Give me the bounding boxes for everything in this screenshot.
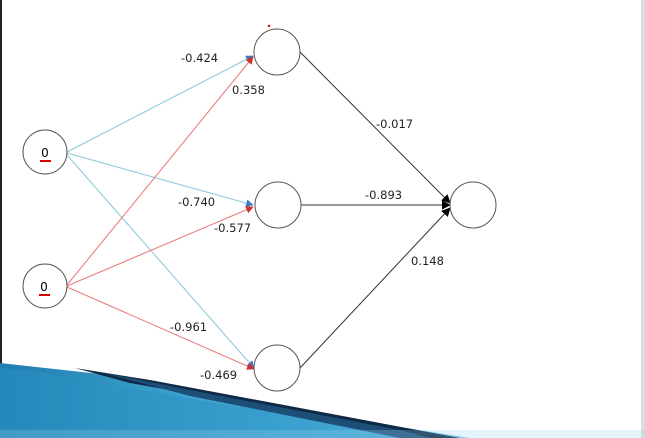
output-node bbox=[449, 181, 497, 229]
connection-hidden1-output bbox=[299, 51, 451, 204]
hidden-node-1 bbox=[253, 28, 301, 76]
weight-label-input2-hidden2: -0.577 bbox=[214, 221, 251, 235]
hidden-node-3 bbox=[253, 344, 301, 392]
input-value-2-underline bbox=[39, 294, 50, 296]
input-value-1-underline bbox=[40, 160, 51, 162]
right-window-edge bbox=[641, 0, 645, 438]
connection-input1-hidden1 bbox=[66, 55, 254, 153]
weight-label-input2-hidden3: -0.469 bbox=[200, 368, 237, 382]
weight-label-input1-hidden2: -0.740 bbox=[178, 195, 215, 209]
red-dot-marker bbox=[267, 24, 271, 28]
input-node-2 bbox=[22, 263, 68, 309]
weight-label-input1-hidden3: -0.961 bbox=[170, 320, 207, 334]
weight-label-hidden2-output: -0.893 bbox=[365, 188, 402, 202]
weight-label-hidden3-output: 0.148 bbox=[411, 254, 444, 268]
input-value-1: 0 bbox=[41, 146, 49, 160]
connection-input1-hidden3 bbox=[66, 154, 255, 369]
connection-input2-hidden1 bbox=[66, 56, 254, 286]
connection-input1-hidden2 bbox=[66, 152, 254, 207]
connection-input2-hidden3 bbox=[66, 286, 255, 370]
input-node-1 bbox=[22, 129, 68, 175]
weight-label-input2-hidden1: 0.358 bbox=[232, 83, 265, 97]
connection-hidden3-output bbox=[299, 207, 451, 369]
weight-label-input1-hidden1: -0.424 bbox=[181, 51, 218, 65]
slide-footer-band bbox=[0, 363, 645, 438]
connection-input2-hidden2 bbox=[66, 206, 254, 287]
left-window-edge bbox=[0, 0, 2, 438]
weight-label-hidden1-output: -0.017 bbox=[376, 117, 413, 131]
input-value-2: 0 bbox=[40, 280, 48, 294]
hidden-node-2 bbox=[254, 181, 302, 229]
